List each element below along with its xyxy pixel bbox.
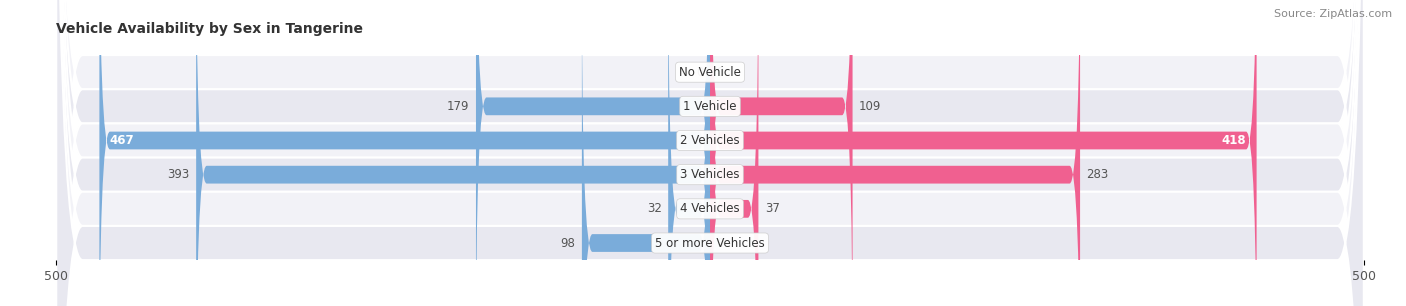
FancyBboxPatch shape bbox=[477, 0, 710, 306]
Text: 109: 109 bbox=[859, 100, 882, 113]
FancyBboxPatch shape bbox=[56, 0, 1364, 306]
FancyBboxPatch shape bbox=[56, 0, 1364, 306]
Text: 2 Vehicles: 2 Vehicles bbox=[681, 134, 740, 147]
Legend: Male, Female: Male, Female bbox=[636, 303, 785, 306]
FancyBboxPatch shape bbox=[100, 0, 710, 306]
Text: 179: 179 bbox=[447, 100, 470, 113]
Text: 0: 0 bbox=[717, 237, 724, 249]
Text: 4 Vehicles: 4 Vehicles bbox=[681, 202, 740, 215]
Text: 32: 32 bbox=[647, 202, 662, 215]
Text: 5 or more Vehicles: 5 or more Vehicles bbox=[655, 237, 765, 249]
FancyBboxPatch shape bbox=[197, 0, 710, 306]
Text: 3 Vehicles: 3 Vehicles bbox=[681, 168, 740, 181]
Text: 467: 467 bbox=[110, 134, 135, 147]
FancyBboxPatch shape bbox=[710, 0, 1257, 306]
Text: Source: ZipAtlas.com: Source: ZipAtlas.com bbox=[1274, 9, 1392, 19]
FancyBboxPatch shape bbox=[56, 0, 1364, 306]
Text: No Vehicle: No Vehicle bbox=[679, 66, 741, 79]
Text: Vehicle Availability by Sex in Tangerine: Vehicle Availability by Sex in Tangerine bbox=[56, 22, 363, 36]
Text: 283: 283 bbox=[1087, 168, 1109, 181]
Text: 0: 0 bbox=[696, 66, 703, 79]
Text: 37: 37 bbox=[765, 202, 780, 215]
Text: 393: 393 bbox=[167, 168, 190, 181]
Text: 98: 98 bbox=[561, 237, 575, 249]
FancyBboxPatch shape bbox=[582, 0, 710, 306]
FancyBboxPatch shape bbox=[668, 0, 710, 306]
Text: 1 Vehicle: 1 Vehicle bbox=[683, 100, 737, 113]
FancyBboxPatch shape bbox=[710, 0, 1080, 306]
FancyBboxPatch shape bbox=[56, 0, 1364, 306]
Text: 0: 0 bbox=[717, 66, 724, 79]
Text: 418: 418 bbox=[1222, 134, 1246, 147]
FancyBboxPatch shape bbox=[56, 0, 1364, 306]
FancyBboxPatch shape bbox=[710, 0, 852, 306]
FancyBboxPatch shape bbox=[710, 0, 758, 306]
FancyBboxPatch shape bbox=[56, 0, 1364, 306]
